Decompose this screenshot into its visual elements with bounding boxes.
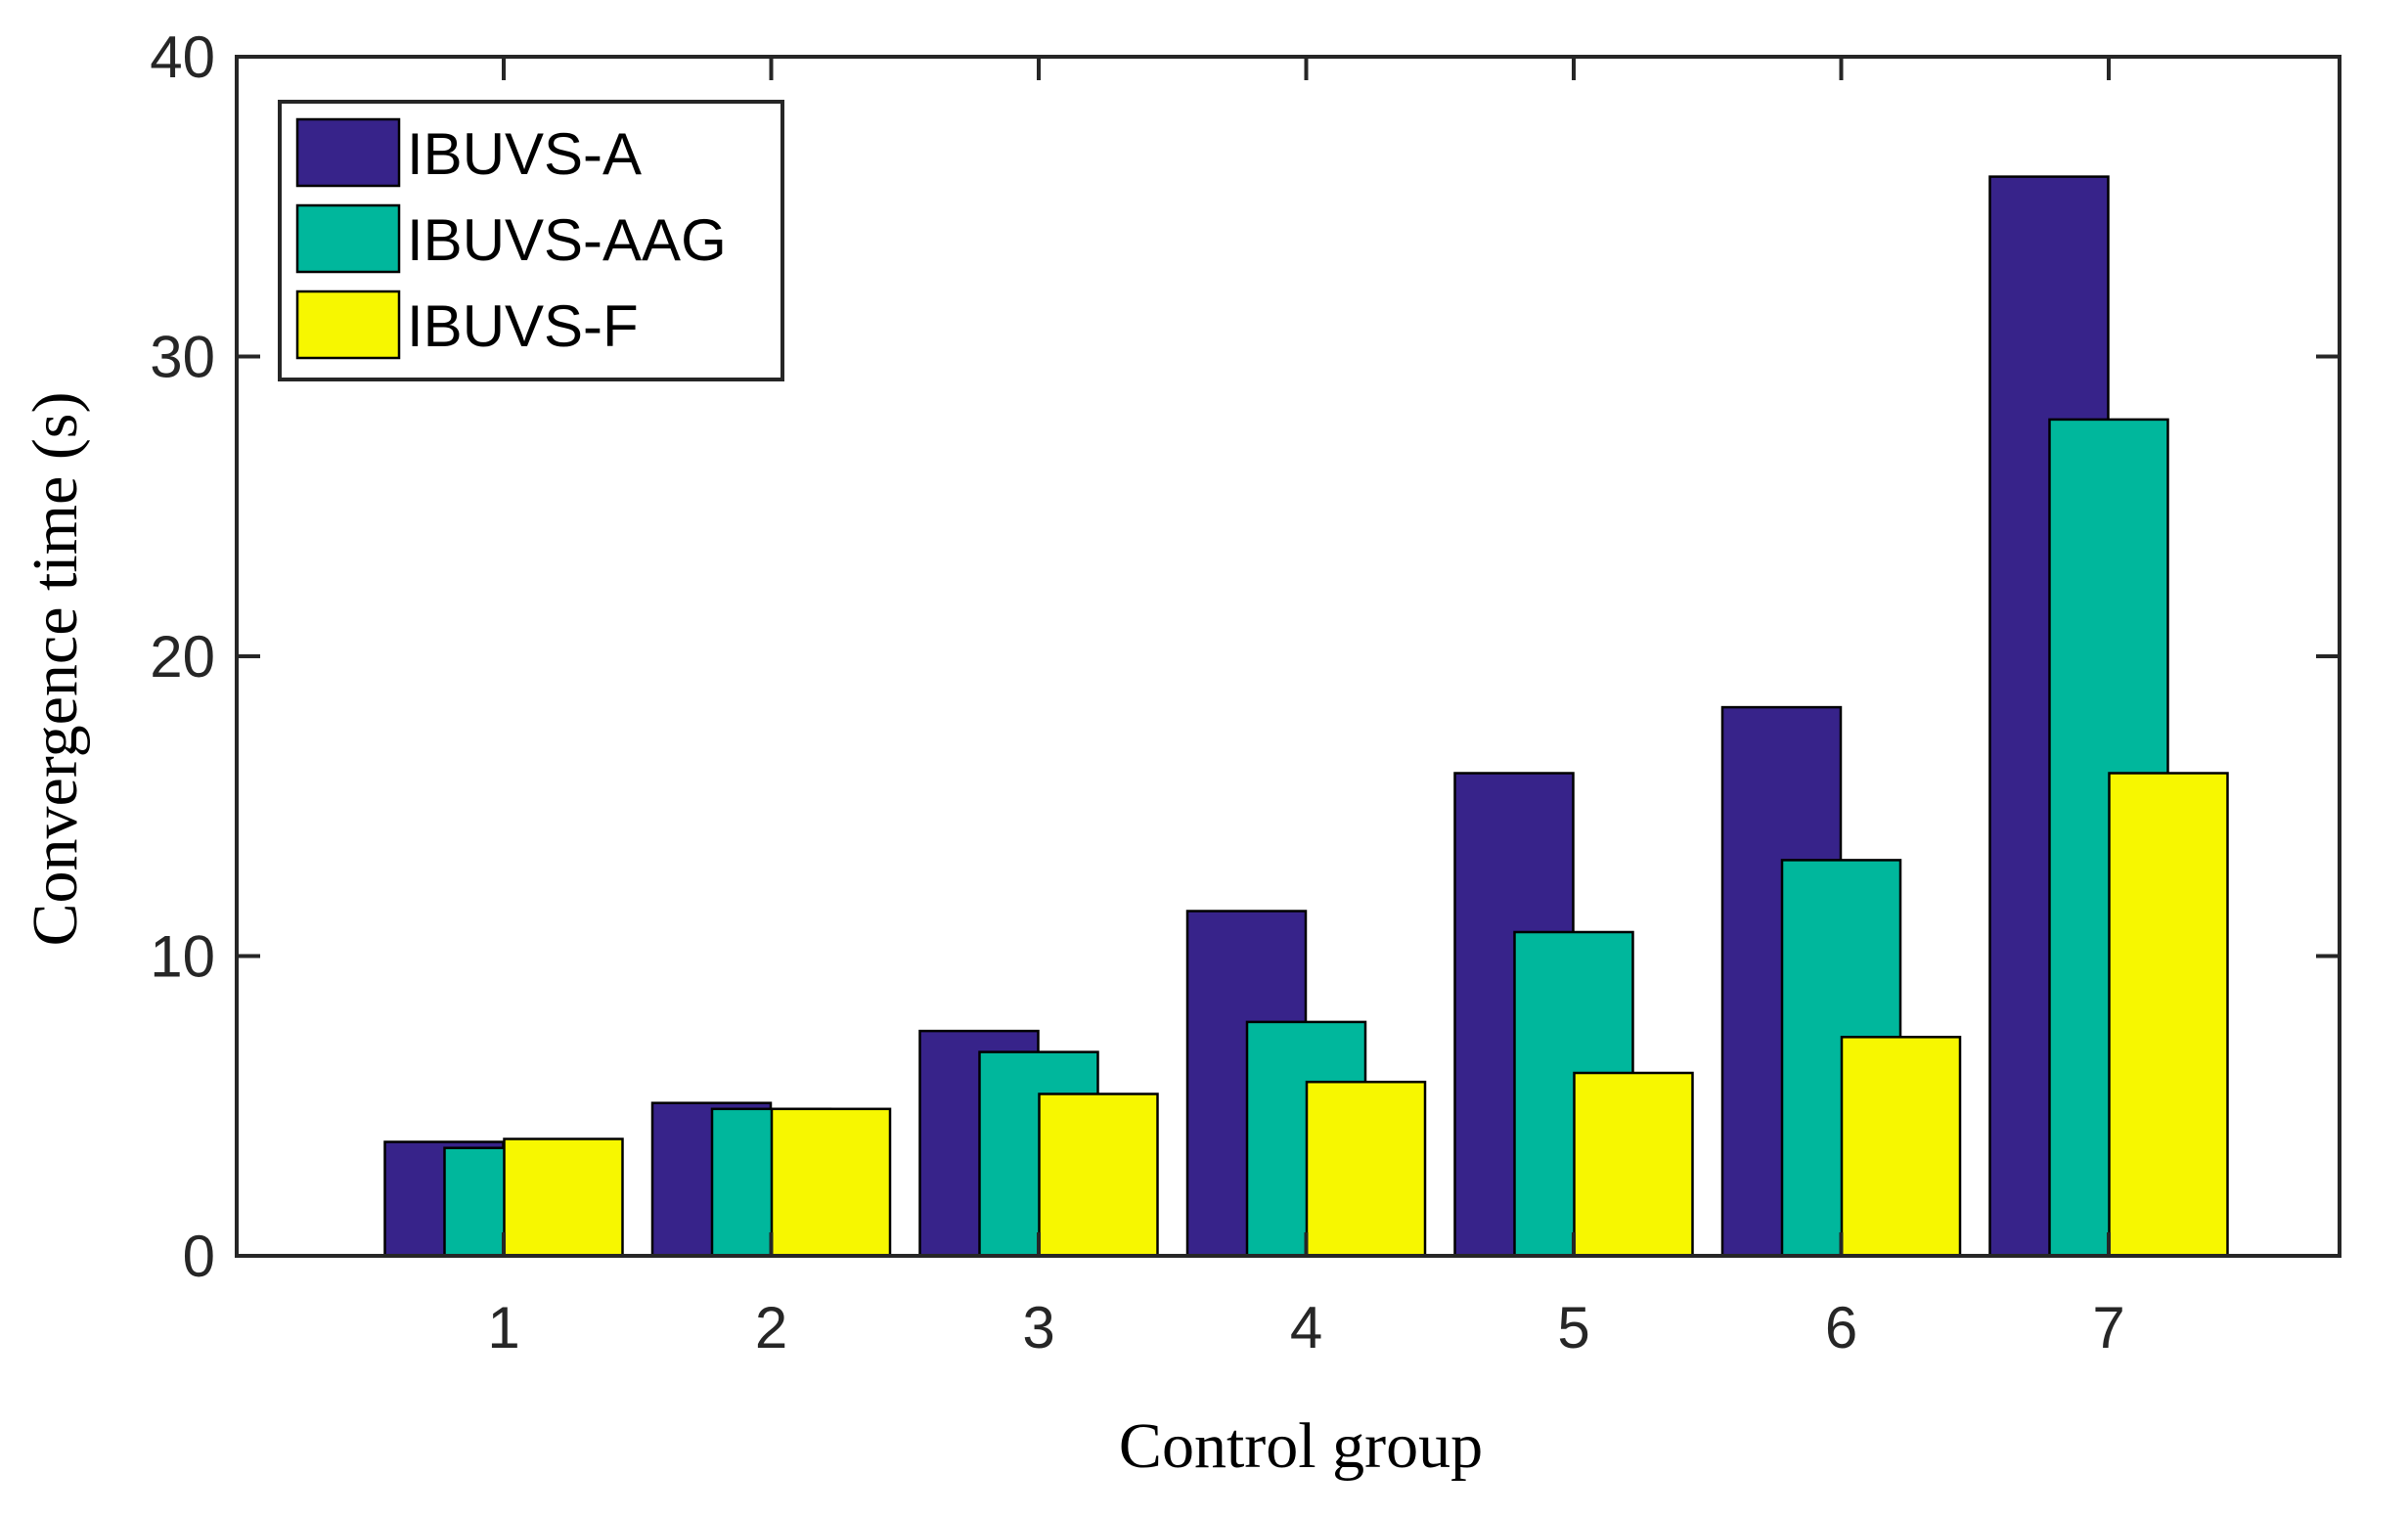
x-tick-label-4: 4 xyxy=(1290,1295,1322,1360)
y-tick-label-20: 20 xyxy=(150,624,215,690)
bar-ibuvs-f-group-5 xyxy=(1573,1071,1694,1258)
bar-ibuvs-f-group-4 xyxy=(1305,1080,1427,1258)
legend-label-ibuvs-aag: IBUVS-AAG xyxy=(407,207,727,273)
legend-swatch-ibuvs-f xyxy=(295,290,401,360)
y-tick-label-40: 40 xyxy=(150,24,215,90)
x-tick-label-6: 6 xyxy=(1825,1295,1857,1360)
bar-ibuvs-f-group-1 xyxy=(503,1137,624,1258)
x-axis-title: Control group xyxy=(1119,1410,1483,1482)
bar-ibuvs-f-group-3 xyxy=(1038,1092,1159,1258)
bar-ibuvs-f-group-7 xyxy=(2108,772,2229,1258)
x-tick-label-2: 2 xyxy=(755,1295,787,1360)
legend-label-ibuvs-a: IBUVS-A xyxy=(407,121,642,187)
x-tick-label-3: 3 xyxy=(1022,1295,1054,1360)
y-tick-label-30: 30 xyxy=(150,325,215,390)
x-tick-label-7: 7 xyxy=(2092,1295,2124,1360)
legend-swatch-ibuvs-aag xyxy=(295,203,401,274)
legend-swatch-ibuvs-a xyxy=(295,117,401,188)
y-axis-title: Convergence time (s) xyxy=(20,392,91,947)
y-tick-label-10: 10 xyxy=(150,924,215,990)
bars-layer xyxy=(383,175,2229,1258)
x-tick-label-5: 5 xyxy=(1557,1295,1589,1360)
axes-layer: 0 10 20 30 40 1 2 3 4 5 6 7 xyxy=(150,24,2341,1360)
legend: IBUVS-A IBUVS-AAG IBUVS-F xyxy=(278,100,784,381)
legend-label-ibuvs-f: IBUVS-F xyxy=(407,293,639,359)
bar-ibuvs-f-group-2 xyxy=(770,1107,892,1258)
bar-ibuvs-f-group-6 xyxy=(1840,1036,1962,1258)
y-tick-label-0: 0 xyxy=(183,1224,215,1289)
x-tick-label-1: 1 xyxy=(487,1295,519,1360)
